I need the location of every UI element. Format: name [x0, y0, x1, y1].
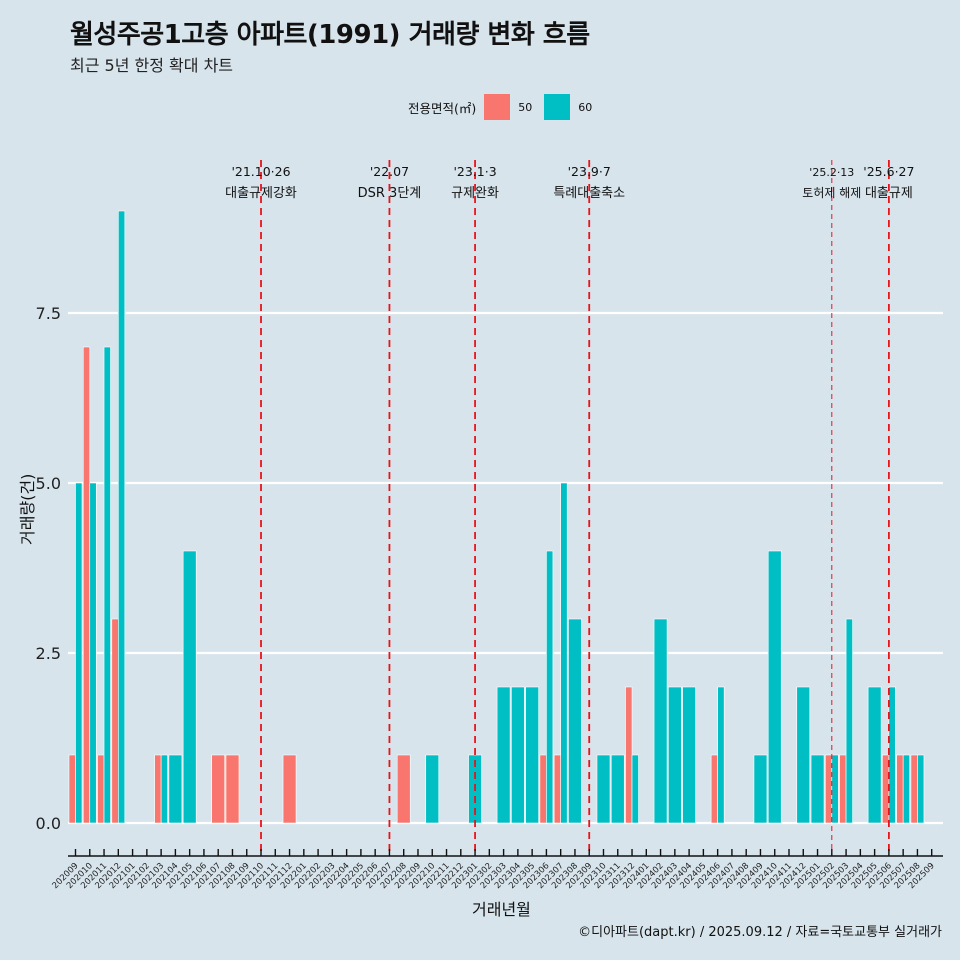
bar-60-202507 [902, 754, 910, 824]
bar-60-202304 [511, 686, 525, 824]
bar-50-202306 [539, 754, 547, 824]
event-date: '22.07 [370, 164, 409, 179]
event-date: '23.1·3 [453, 164, 496, 179]
bar-50-202010 [82, 346, 91, 824]
bar-60-202312 [631, 754, 639, 824]
bar-50-202103 [154, 754, 162, 824]
bar-60-202402 [653, 618, 668, 824]
bar-60-202103 [160, 754, 168, 824]
bar-50-202307 [553, 754, 561, 824]
legend-label-60: 60 [578, 100, 593, 114]
bar-50-202503 [839, 754, 847, 824]
bar-60-202306 [546, 550, 554, 824]
bar-50-202508 [910, 754, 918, 824]
legend-swatch-50 [484, 94, 511, 120]
event-date: '25.6·27 [863, 164, 914, 179]
bar-60-202010 [89, 482, 97, 824]
bar-60-202503 [845, 618, 853, 824]
bar-50-202108 [225, 754, 240, 824]
bar-60-202410 [767, 550, 782, 824]
bar-50-202406 [710, 754, 718, 824]
bar-60-202012 [118, 210, 126, 824]
legend-label-50: 50 [518, 100, 533, 114]
bar-60-202104 [168, 754, 183, 824]
bar-60-202311 [610, 754, 625, 824]
bar-50-202011 [97, 754, 105, 824]
footer-credit: ©디아파트(dapt.kr) / 2025.09.12 / 자료=국토교통부 실… [578, 925, 942, 940]
bar-60-202308 [568, 618, 582, 824]
y-tick-label: 2.5 [36, 644, 61, 663]
event-label: 특례대출축소 [553, 186, 625, 201]
bar-60-202210 [425, 754, 440, 824]
y-axis-label: 거래량(건) [18, 473, 37, 545]
bar-60-202105 [182, 550, 197, 824]
bar-50-202009 [68, 754, 76, 824]
bar-50-202012 [111, 618, 119, 824]
event-date: '25.2·13 [809, 166, 854, 179]
event-label: DSR 3단계 [358, 186, 422, 201]
bar-50-202312 [625, 686, 633, 824]
event-label: 규제완화 [451, 186, 499, 201]
legend: 전용면적(㎡) 50 60 [408, 93, 604, 121]
bar-50-202502 [825, 754, 833, 824]
bar-60-202502 [831, 754, 839, 824]
bar-60-202409 [753, 754, 768, 824]
bar-60-202506 [888, 686, 896, 824]
bar-60-202508 [917, 754, 925, 824]
y-tick-label: 0.0 [36, 814, 61, 833]
bar-50-202107 [211, 754, 225, 824]
event-date: '23.9·7 [568, 164, 611, 179]
bar-60-202011 [103, 346, 111, 824]
y-tick-label: 5.0 [36, 474, 61, 493]
bar-60-202501 [810, 754, 825, 824]
event-label: 토허제 해제 [802, 186, 861, 200]
event-label: 대출규제 [865, 186, 913, 201]
bar-60-202403 [668, 686, 682, 824]
bar-60-202404 [682, 686, 696, 824]
bar-60-202505 [867, 686, 882, 824]
bar-60-202305 [525, 686, 539, 824]
x-axis-label: 거래년월 [472, 900, 531, 919]
legend-title: 전용면적(㎡) [408, 100, 477, 116]
y-tick-label: 7.5 [36, 304, 61, 323]
bar-50-202506 [882, 754, 890, 824]
chart-title: 월성주공1고층 아파트(1991) 거래량 변화 흐름 [70, 20, 590, 50]
bar-60-202406 [717, 686, 725, 824]
bar-60-202303 [496, 686, 511, 824]
event-date: '21.10·26 [231, 164, 290, 179]
bar-50-202208 [396, 754, 411, 824]
bar-60-202310 [596, 754, 611, 824]
chart-subtitle: 최근 5년 한정 확대 차트 [70, 56, 234, 75]
bar-60-202412 [796, 686, 811, 824]
bar-60-202307 [560, 482, 568, 824]
bar-50-202507 [896, 754, 904, 824]
legend-swatch-60 [544, 94, 571, 120]
bar-60-202009 [75, 482, 83, 824]
event-label: 대출규제강화 [225, 186, 297, 201]
bar-50-202112 [282, 754, 297, 824]
